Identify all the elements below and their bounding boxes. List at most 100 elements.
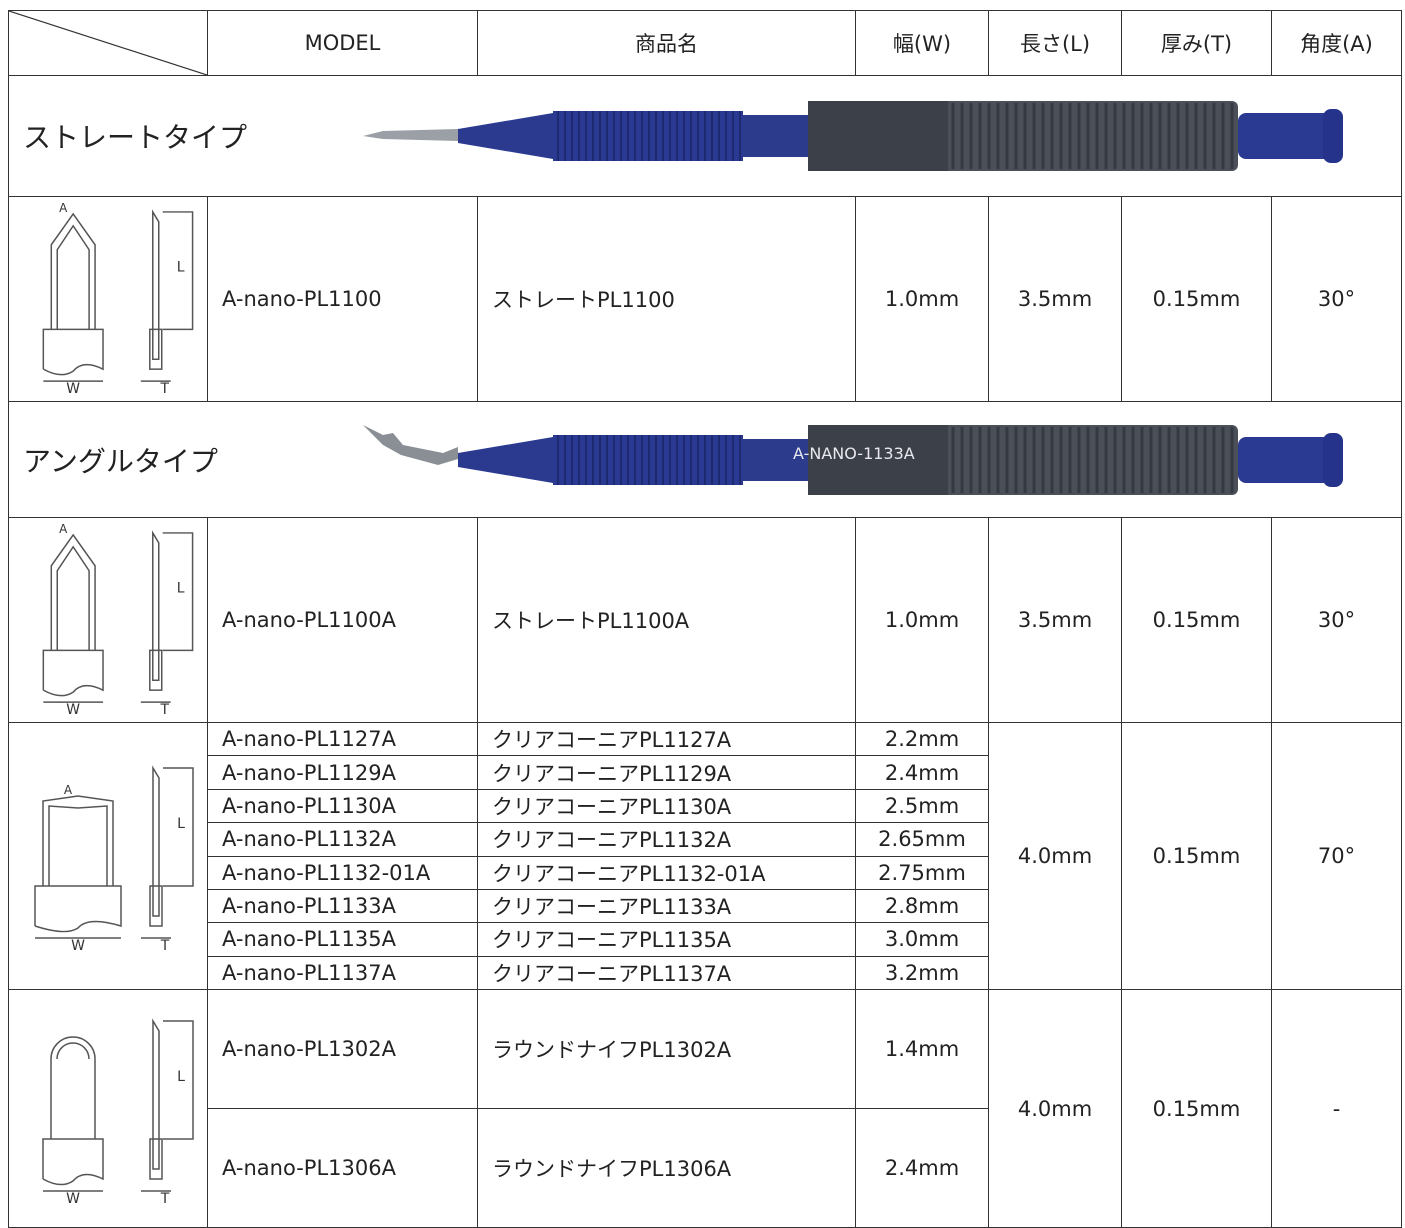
spec-row: A-nano-PL1132A クリアコーニアPL1132A 2.65mm [9,822,1402,857]
header-row: MODEL 商品名 幅(W) 長さ(L) 厚み(T) 角度(A) [8,10,1402,76]
header-cell: MODEL [207,10,478,76]
model-cell: A-nano-PL1132-01A [207,855,478,890]
length-dim [162,531,194,651]
name-cell: クリアコーニアPL1132-01A [477,855,856,890]
length-dim [162,210,194,330]
width-cell: 3.0mm [855,922,989,957]
header-cell: 長さ(L) [988,10,1122,76]
side-base [149,885,163,927]
model-cell: A-nano-PL1133A [207,888,478,924]
blade-edge [56,1041,90,1059]
spec-row: A-nano-PL1132-01A クリアコーニアPL1132-01A 2.75mm [9,855,1402,890]
width-cell: 1.0mm [855,196,989,402]
section-row: ストレートタイプ [8,75,1402,197]
name-cell: ラウンドナイフPL1302A [477,989,856,1109]
diagram-label: L [177,580,185,596]
blade-tip [363,424,458,465]
name-cell: クリアコーニアPL1130A [477,788,856,824]
model-cell: A-nano-PL1135A [207,922,478,957]
spec-row: W L T A-nano-PL1302A ラウンドナイフPL1302A 1.4mm 4.0m… [8,989,1402,1228]
blade-front [50,212,96,329]
thickness-cell: 0.15mm [1121,989,1272,1228]
blade-base [42,328,104,375]
corner-cell [8,10,208,76]
diagram-label: L [177,259,185,275]
spec-row: A W L T A-nano-PL1100A ストレートPL1100A 1.0mm 3.5mm… [8,517,1402,723]
blade-inner [48,805,108,886]
blade-front [42,795,114,886]
name-cell: ストレートPL1100A [477,517,856,723]
diagram-label: L [177,816,185,832]
section-row: アングルタイプ A-NANO-1133A [8,401,1402,518]
pen-band [808,424,948,495]
name-cell: ストレートPL1100 [477,196,856,402]
blade-front [50,1035,96,1139]
pen-end [1238,113,1338,159]
pen-image [363,101,1343,171]
spec-row: A-nano-PL1135A クリアコーニアPL1135A 3.0mm [9,922,1402,957]
header-cell: 角度(A) [1271,10,1402,76]
blade-side [152,208,160,360]
blade-diagram: A W L T [42,200,194,397]
pen-cap [1323,432,1343,487]
spec-table: MODEL 商品名 幅(W) 長さ(L) 厚み(T) 角度(A) ストレートタイプ A W L T A… [8,10,1402,1228]
model-cell: A-nano-PL1306A [207,1108,478,1228]
blade-base [42,649,104,696]
width-cell: 1.4mm [855,989,989,1109]
diagram-label: T [159,381,169,397]
width-cell: 2.75mm [855,855,989,890]
length-cell: 4.0mm [988,989,1122,1228]
angle-cell: - [1271,989,1402,1228]
pen-cap [1323,109,1343,163]
side-base [149,649,163,691]
spec-row: A W L T A-nano-PL1100 ストレートPL1100 1.0mm 3.5mm 0.… [8,196,1402,402]
spec-row: A W L T A-nano-PL1127A クリアコーニアPL1127A 2.2mm 4.0… [8,721,1402,990]
angle-cell: 30° [1271,517,1402,723]
diagram-label: W [66,702,80,718]
model-cell: A-nano-PL1137A [207,955,478,991]
blade-base [42,1137,104,1185]
thickness-cell: 0.15mm [1121,722,1272,990]
model-cell: A-nano-PL1127A [207,721,478,757]
width-cell: 2.4mm [855,755,989,790]
diagram-label: A [64,783,73,797]
model-cell: A-nano-PL1132A [207,822,478,857]
pen-band [808,101,948,171]
name-cell: クリアコーニアPL1137A [477,955,856,991]
width-cell: 1.0mm [855,517,989,723]
thickness-cell: 0.15mm [1121,196,1272,402]
diagram-cell: W L T [8,989,208,1228]
width-cell: 3.2mm [855,955,989,991]
angle-cell: 70° [1271,722,1402,990]
diagram-label: A [59,200,68,214]
spec-row: A-nano-PL1306A ラウンドナイフPL1306A 2.4mm [9,1108,1402,1228]
diagonal-line [9,11,207,75]
side-base [149,1137,163,1180]
length-dim [163,1019,194,1140]
model-cell: A-nano-PL1130A [207,788,478,824]
length-dim [163,767,194,887]
blade-base [34,885,122,933]
name-cell: クリアコーニアPL1127A [477,721,856,757]
pen-end [1238,436,1338,483]
corner-diagonal [9,11,207,75]
blade-tip [363,129,458,141]
width-cell: 2.5mm [855,788,989,824]
diagram-label: A [59,521,68,535]
blade-diagram: A W L T [34,765,194,954]
header-cell: 商品名 [477,10,856,76]
section-title: アングルタイプ [23,444,218,478]
width-cell: 2.65mm [855,822,989,857]
model-cell: A-nano-PL1302A [207,989,478,1109]
pen-neck [743,115,813,157]
blade-front [50,533,96,650]
length-cell: 3.5mm [988,517,1122,723]
name-cell: クリアコーニアPL1135A [477,922,856,957]
blade-side [152,765,160,917]
thickness-cell: 0.15mm [1121,517,1272,723]
diagram-cell: A W L T [8,722,208,990]
section-title: ストレートタイプ [23,121,248,154]
model-cell: A-nano-PL1129A [207,755,478,790]
diagram-cell: A W L T [8,517,208,723]
